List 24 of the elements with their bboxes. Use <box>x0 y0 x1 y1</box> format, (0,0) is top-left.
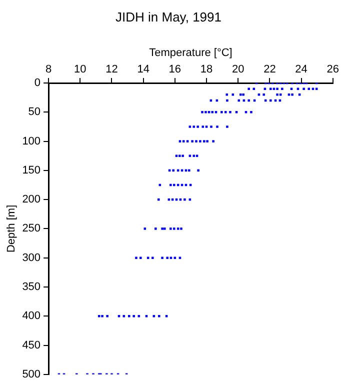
x-tick-label: 22 <box>264 63 276 76</box>
chart-title: JIDH in May, 1991 <box>116 9 222 24</box>
y-tick-label: 450 <box>22 339 41 352</box>
y-tick-label: 50 <box>28 106 41 118</box>
x-axis-title: Temperature [°C] <box>149 47 232 60</box>
y-tick-label: 300 <box>22 252 41 264</box>
y-tick-label: 200 <box>22 194 41 206</box>
y-tick-label: 500 <box>22 368 41 380</box>
x-tick-label: 24 <box>295 63 308 76</box>
y-tick-label: 150 <box>22 164 41 176</box>
x-tick-label: 26 <box>326 63 340 76</box>
y-axis-title: Depth [m] <box>6 204 18 253</box>
y-tick-label: 250 <box>22 222 41 235</box>
x-tick-label: 16 <box>168 63 182 76</box>
y-tick-label: 100 <box>22 135 41 148</box>
x-tick-label: 14 <box>137 63 150 76</box>
y-tick-label: 400 <box>22 310 41 322</box>
x-tick-label: 8 <box>45 63 52 76</box>
x-tick-label: 20 <box>232 63 244 76</box>
x-tick-label: 10 <box>74 63 86 76</box>
x-tick-label: 18 <box>200 63 213 76</box>
y-tick-label: 350 <box>22 281 41 294</box>
x-tick-label: 12 <box>106 63 118 76</box>
y-tick-label: 0 <box>34 77 41 90</box>
